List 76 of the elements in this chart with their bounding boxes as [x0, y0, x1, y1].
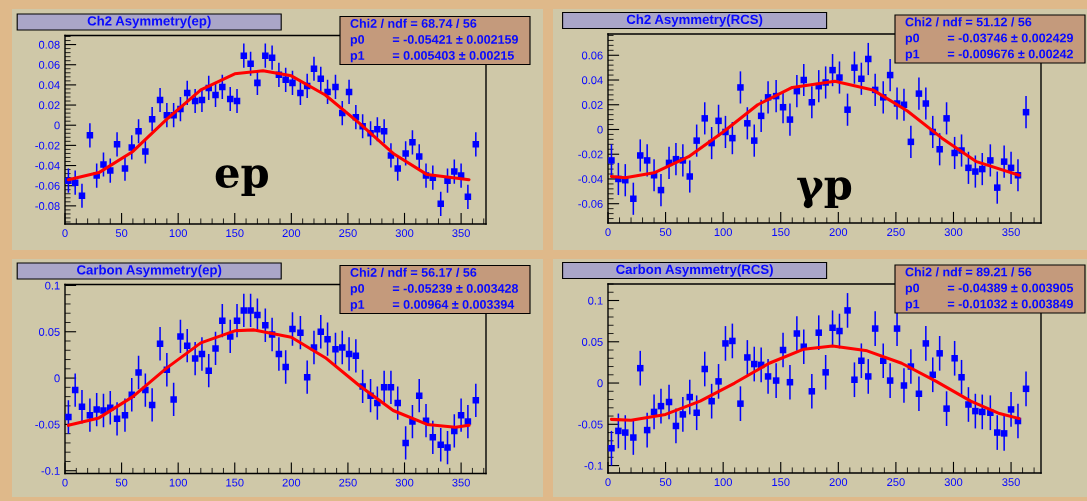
annotation: p0 = -0.05421 ± 0.002159: [350, 35, 518, 47]
y-tick-label: 0: [597, 125, 603, 134]
x-tick-label: 200: [829, 478, 848, 487]
y-tick-label: 0.02: [581, 101, 603, 109]
x-tick-label: 50: [115, 478, 128, 487]
x-tick-label: 300: [944, 228, 963, 237]
x-tick-label: 200: [282, 478, 301, 487]
x-tick-label: 0: [62, 478, 68, 487]
chart-title: Ch2 Asymmetry(ep): [87, 15, 211, 29]
x-tick-label: 150: [772, 228, 790, 237]
y-tick-label: -0.04: [35, 161, 60, 170]
chart-title: Carbon Asymmetry(ep): [77, 264, 222, 278]
x-tick-label: 300: [395, 478, 414, 487]
x-tick-label: 350: [452, 478, 470, 487]
x-tick-label: 100: [714, 478, 732, 487]
x-tick-label: 250: [339, 478, 357, 487]
y-tick-label: -0.08: [35, 202, 60, 210]
x-tick-label: 250: [887, 478, 905, 487]
y-tick-label: -0.1: [41, 466, 60, 475]
annotation: p0 = -0.05239 ± 0.003428: [350, 284, 519, 296]
y-tick-label: -0.06: [578, 199, 603, 208]
x-tick-label: 350: [1002, 478, 1020, 487]
y-tick-label: -0.05: [578, 420, 603, 429]
x-tick-label: 200: [829, 228, 848, 237]
x-tick-label: 0: [605, 478, 611, 487]
y-tick-label: 0.04: [581, 76, 603, 85]
x-tick-label: 50: [659, 228, 672, 237]
annotation: ep: [215, 165, 268, 197]
x-tick-label: 100: [714, 228, 732, 237]
text: Chi2 / ndf = 89.21 / 56: [905, 267, 1032, 277]
x-tick-label: 350: [1002, 228, 1020, 237]
annotation: p0 = -0.03746 ± 0.002429: [905, 33, 1073, 45]
y-tick-label: 0.04: [38, 81, 60, 90]
x-tick-label: 200: [282, 229, 301, 238]
x-tick-label: 0: [62, 229, 68, 238]
y-tick-label: 0.05: [581, 338, 603, 346]
y-tick-label: 0.05: [38, 328, 60, 336]
y-tick-label: 0.02: [38, 101, 60, 110]
x-tick-label: 250: [339, 229, 357, 238]
x-tick-label: 250: [887, 228, 905, 237]
y-tick-label: 0: [597, 379, 603, 388]
y-tick-label: -0.05: [35, 420, 60, 429]
y-tick-label: -0.04: [578, 175, 603, 184]
annotation: γp: [797, 177, 852, 209]
x-tick-label: 150: [226, 229, 244, 238]
annotation: p0 = -0.04389 ± 0.003905: [905, 283, 1074, 295]
annotation: p1 = -0.009676 ± 0.00242: [905, 49, 1073, 61]
x-tick-label: 350: [452, 229, 470, 238]
y-tick-label: 0.06: [38, 61, 60, 69]
text: Chi2 / ndf = 68.74 / 56: [350, 18, 477, 28]
x-tick-label: 150: [226, 478, 244, 487]
chart-title: Carbon Asymmetry(RCS): [616, 264, 773, 277]
x-tick-label: 300: [944, 478, 963, 487]
annotation: p1 = 0.00964 ± 0.003394: [350, 300, 515, 312]
y-tick-label: 0.1: [588, 296, 603, 305]
x-tick-label: 100: [169, 478, 188, 487]
y-tick-label: 0: [54, 374, 60, 383]
x-tick-label: 0: [605, 228, 611, 237]
y-tick-label: 0.08: [38, 40, 60, 49]
text: Chi2 / ndf = 51.12 / 56: [905, 17, 1032, 27]
y-tick-label: -0.1: [584, 461, 603, 470]
x-tick-label: 50: [659, 478, 672, 487]
y-tick-label: -0.02: [578, 150, 603, 159]
y-tick-label: -0.02: [35, 141, 60, 150]
chart-title: Ch2 Asymmetry(RCS): [626, 14, 763, 27]
y-tick-label: 0: [54, 121, 60, 130]
annotation: p1 = 0.005403 ± 0.00215: [350, 51, 514, 63]
text: Chi2 / ndf = 56.17 / 56: [350, 267, 477, 277]
annotation: p1 = -0.01032 ± 0.003849: [905, 299, 1073, 311]
x-tick-label: 150: [772, 478, 790, 487]
y-tick-label: -0.06: [35, 181, 60, 190]
y-tick-label: 0.06: [581, 51, 603, 60]
x-tick-label: 300: [395, 229, 414, 238]
x-tick-label: 100: [169, 229, 188, 238]
y-tick-label: 0.1: [45, 281, 60, 290]
x-tick-label: 50: [115, 229, 128, 238]
